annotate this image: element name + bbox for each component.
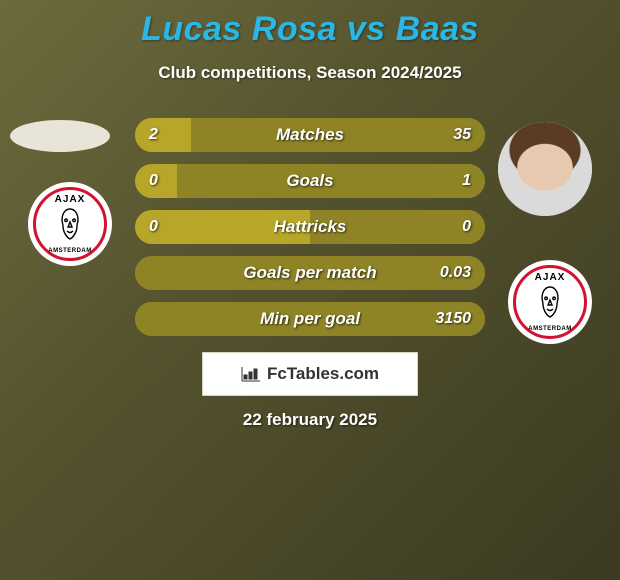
chart-icon <box>241 366 261 382</box>
stat-value-right: 1 <box>462 164 471 198</box>
page-title: Lucas Rosa vs Baas <box>0 0 620 49</box>
stat-row: Min per goal3150 <box>135 302 485 336</box>
stat-value-right: 35 <box>453 118 471 152</box>
avatar-right-player <box>498 122 592 216</box>
date-text: 22 february 2025 <box>0 410 620 430</box>
bar-right-segment <box>191 118 485 152</box>
club-name-top: AJAX <box>55 194 86 205</box>
stat-value-right: 3150 <box>435 302 471 336</box>
stat-value-left: 0 <box>149 210 158 244</box>
club-name-bottom: AMSTERDAM <box>48 248 92 254</box>
bar-right-segment <box>135 302 485 336</box>
bar-right-segment <box>135 256 485 290</box>
stat-value-right: 0 <box>462 210 471 244</box>
bar-left-segment <box>135 210 310 244</box>
club-logo-icon <box>535 283 565 321</box>
subtitle: Club competitions, Season 2024/2025 <box>0 63 620 83</box>
stat-value-left: 2 <box>149 118 158 152</box>
avatar-left-player <box>10 120 110 152</box>
stat-row: Hattricks00 <box>135 210 485 244</box>
club-badge-right: AJAX AMSTERDAM <box>508 260 592 344</box>
stat-bars: Matches235Goals01Hattricks00Goals per ma… <box>135 118 485 348</box>
player-face-placeholder <box>498 122 592 216</box>
bar-right-segment <box>177 164 485 198</box>
club-name-bottom: AMSTERDAM <box>528 326 572 332</box>
stat-value-right: 0.03 <box>440 256 471 290</box>
bar-left-segment <box>135 118 191 152</box>
club-name-top: AJAX <box>535 272 566 283</box>
stat-value-left: 0 <box>149 164 158 198</box>
bar-right-segment <box>310 210 485 244</box>
site-badge[interactable]: FcTables.com <box>202 352 418 396</box>
club-logo-icon <box>55 205 85 243</box>
stat-row: Goals per match0.03 <box>135 256 485 290</box>
stat-row: Matches235 <box>135 118 485 152</box>
site-name: FcTables.com <box>267 364 379 384</box>
stat-row: Goals01 <box>135 164 485 198</box>
club-badge-left: AJAX AMSTERDAM <box>28 182 112 266</box>
